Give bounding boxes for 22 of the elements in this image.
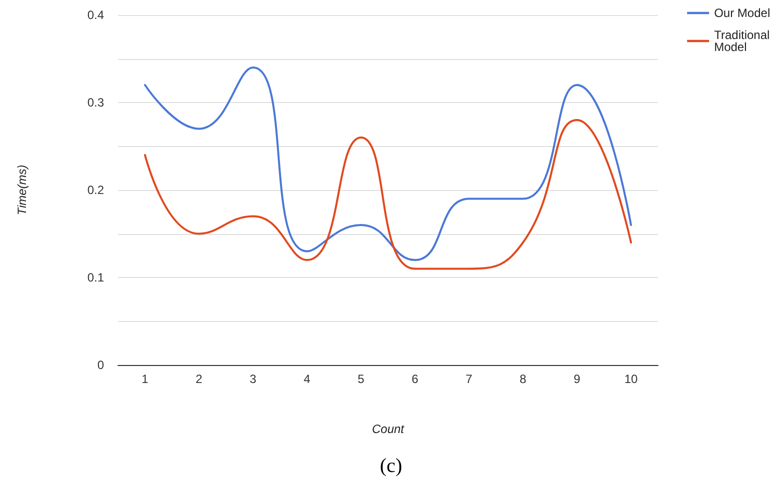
text: (c) xyxy=(380,455,402,477)
y-tick-label: 0.1 xyxy=(87,270,104,284)
x-tick-label: 2 xyxy=(196,372,203,386)
x-tick-label: 10 xyxy=(624,372,638,386)
y-tick-label: 0.2 xyxy=(87,183,104,197)
x-tick-label: 6 xyxy=(412,372,419,386)
line-series xyxy=(144,66,632,261)
line-series xyxy=(144,119,632,270)
y-tick-label: 0.3 xyxy=(87,96,104,110)
legend-label: Traditional Model xyxy=(714,28,774,54)
x-axis-title: Count xyxy=(372,422,405,436)
y-tick-label: 0 xyxy=(97,358,104,372)
y-axis-title: Time(ms) xyxy=(15,164,29,216)
x-tick-label: 1 xyxy=(142,372,149,386)
x-tick-label: 3 xyxy=(250,372,257,386)
y-tick-label: 0.4 xyxy=(87,8,104,22)
x-tick-label: 4 xyxy=(304,372,311,386)
x-tick-label: 5 xyxy=(358,372,365,386)
x-tick-label: 9 xyxy=(574,372,581,386)
legend-label: Our Model xyxy=(714,6,770,20)
x-tick-label: 8 xyxy=(520,372,527,386)
x-tick-label: 7 xyxy=(466,372,473,386)
